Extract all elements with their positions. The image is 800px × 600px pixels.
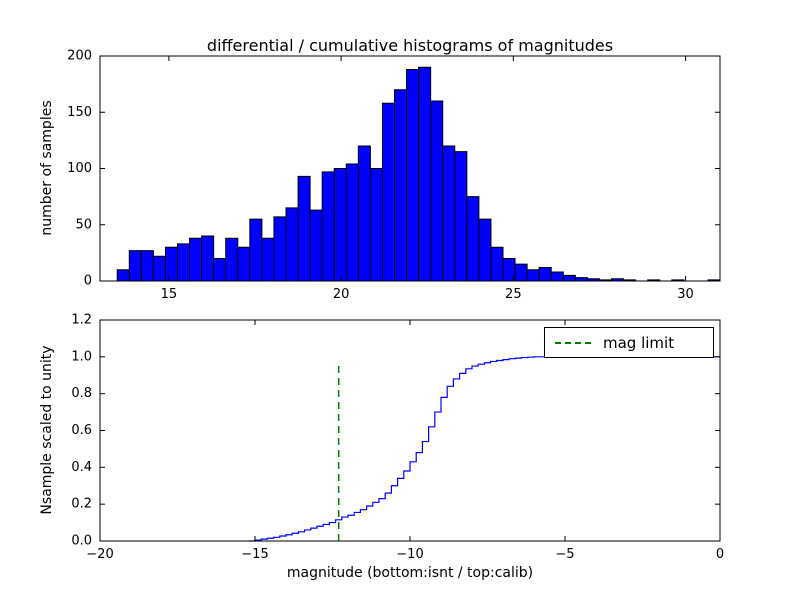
- histogram-bar: [261, 237, 275, 282]
- histogram-bar: [152, 255, 166, 282]
- histogram-bar: [514, 263, 528, 282]
- top-axes-x-tick-label: 15: [161, 287, 178, 302]
- histogram-bar: [478, 218, 492, 282]
- histogram-bar: [526, 269, 540, 282]
- top-axes-x-tick-label: 30: [677, 287, 694, 302]
- histogram-bar: [418, 66, 432, 282]
- histogram-bar: [128, 250, 142, 282]
- histogram-bar: [249, 218, 263, 282]
- histogram-bar: [140, 250, 154, 282]
- histogram-bar: [164, 246, 179, 282]
- bottom-axes-y-tick-label: 1.0: [71, 349, 92, 364]
- top-axes-x-tick-label: 20: [333, 287, 350, 302]
- bottom-axes-x-tick-label: −5: [555, 547, 574, 562]
- top-axes-y-tick-label: 0: [84, 274, 92, 289]
- histogram-bar: [345, 163, 359, 282]
- histogram-bar: [538, 267, 552, 282]
- histogram-bar: [562, 274, 576, 282]
- bottom-axes-y-tick-label: 1.2: [71, 313, 92, 328]
- histogram-bar: [225, 237, 239, 282]
- bottom-axes-y-tick-label: 0.6: [71, 423, 92, 438]
- top-axes-y-tick-label: 200: [67, 49, 92, 64]
- histogram-bar: [201, 235, 215, 282]
- top-axes-x-tick-label: 25: [505, 287, 522, 302]
- top-axes-y-tick-label: 50: [75, 217, 92, 232]
- histogram-bar: [430, 100, 444, 282]
- histogram-bar: [273, 216, 287, 282]
- histogram-bar: [237, 246, 251, 282]
- histogram-bar: [297, 175, 311, 282]
- bottom-axes-x-tick-label: 0: [716, 547, 724, 562]
- histogram-bar: [381, 102, 396, 282]
- histogram-bar: [550, 271, 564, 282]
- histogram-bar: [116, 269, 130, 282]
- bottom-axes-y-tick-label: 0.4: [71, 460, 92, 475]
- bottom-axes-y-tick-label: 0.8: [71, 386, 92, 401]
- histogram-bar: [454, 151, 468, 282]
- histogram-bar: [369, 168, 383, 282]
- x-axis-label: magnitude (bottom:isnt / top:calib): [286, 565, 534, 581]
- histogram-bar: [357, 145, 371, 282]
- histogram-bar: [394, 89, 408, 282]
- legend: mag limit: [544, 327, 714, 358]
- top-axes-y-tick-label: 100: [67, 161, 92, 176]
- top-axes-y-tick-label: 150: [67, 105, 92, 120]
- bottom-axes-x-tick-label: −10: [396, 547, 423, 562]
- histogram-bar: [189, 237, 203, 282]
- histogram-bar: [177, 243, 191, 282]
- histogram-bar: [285, 207, 299, 282]
- legend-label: mag limit: [603, 333, 675, 352]
- histogram-bar: [466, 196, 480, 282]
- histogram-bar: [213, 258, 227, 282]
- bottom-axes-x-tick-label: −15: [241, 547, 268, 562]
- histogram-bar: [333, 168, 347, 282]
- bottom-axes-y-tick-label: 0.2: [71, 497, 92, 512]
- top-y-axis-label: number of samples: [39, 100, 55, 236]
- histogram-bar: [309, 209, 323, 282]
- bottom-axes-x-tick-label: −20: [86, 547, 113, 562]
- histogram-bar: [490, 246, 504, 282]
- legend-dashed-line-sample: [555, 341, 591, 344]
- cumulative-line: [248, 356, 720, 542]
- histogram-bar: [406, 69, 420, 282]
- chart-title: differential / cumulative histograms of …: [206, 36, 614, 55]
- bottom-axes-y-tick-label: 0.0: [71, 534, 92, 549]
- histogram-bar: [442, 145, 456, 282]
- histogram-bar: [321, 171, 335, 282]
- bottom-y-axis-label: Nsample scaled to unity: [39, 345, 55, 515]
